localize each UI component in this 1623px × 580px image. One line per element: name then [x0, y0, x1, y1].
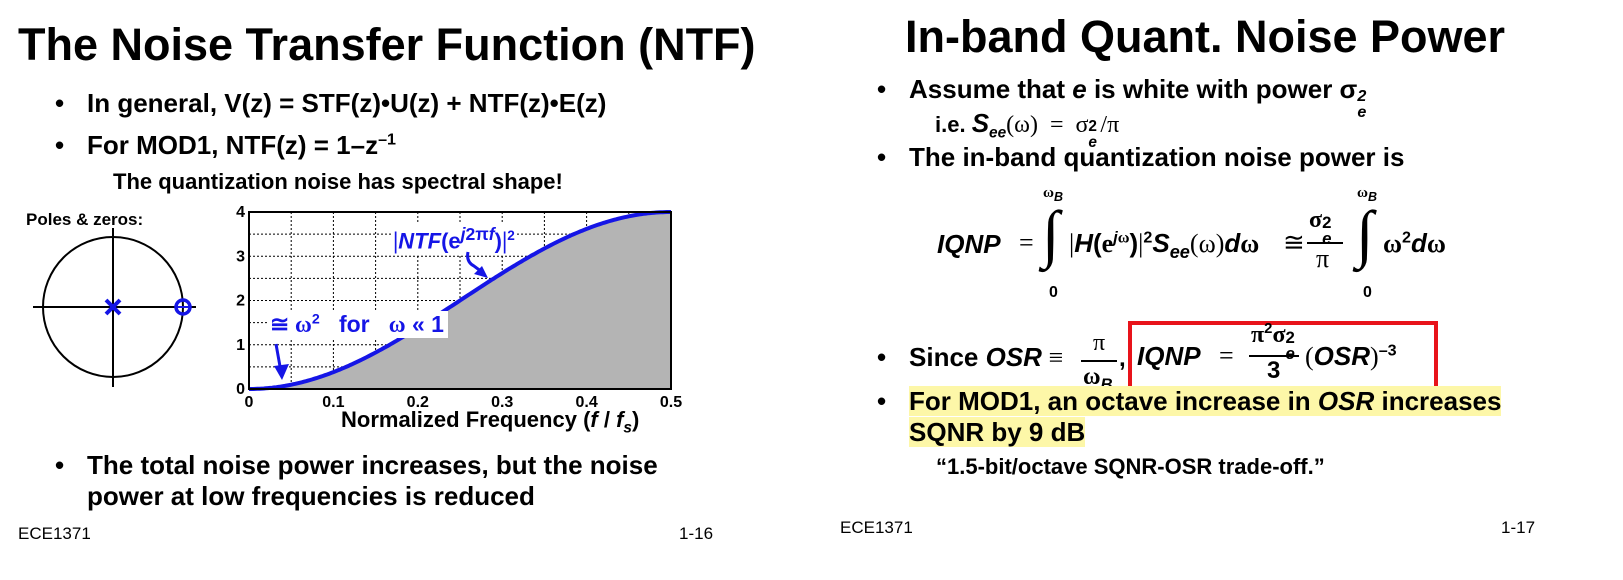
right-footer-page: 1-17: [1501, 518, 1536, 537]
right-bullet-4: • For MOD1, an octave increase in OSR in…: [877, 386, 1502, 447]
plot-frame: [248, 211, 672, 390]
left-bullet-2: • For MOD1, NTF(z) = 1–z–1: [55, 130, 396, 161]
bullet-dot: •: [55, 450, 65, 480]
left-subline: The quantization noise has spectral shap…: [113, 169, 563, 194]
ntf-curve: [249, 210, 671, 391]
bullet-dot: •: [877, 74, 887, 104]
bullet-dot: •: [877, 386, 887, 416]
y-tick-label: 2: [236, 293, 245, 310]
right-bullet-4-line-1: For MOD1, an octave increase in OSR incr…: [909, 386, 1502, 416]
right-bullet-1-e: e: [1072, 74, 1087, 104]
right-bullet-1-prefix: Assume that: [909, 74, 1073, 104]
x-tick-label: 0.4: [575, 394, 597, 411]
left-bullet-2-text: For MOD1, NTF(z) = 1–z: [87, 130, 379, 160]
x-tick-label: 0.1: [322, 394, 344, 411]
x-tick-label: 0.3: [491, 394, 513, 411]
ntf-chart: 0 0.1 0.2 0.3 0.4 0.5 0 1 2 3 4: [236, 205, 682, 411]
since-osr: OSR: [985, 342, 1042, 372]
chart-xlabel: Normalized Frequency (f / fs): [341, 407, 640, 437]
left-bottom-bullet-line-1: The total noise power increases, but the…: [87, 450, 658, 480]
iqnp-result: IQNP = π2σ 2 e 3 (OSR)–3: [1137, 321, 1397, 384]
bullet-dot: •: [877, 142, 887, 172]
zero-marker: [174, 298, 192, 316]
left-bottom-bullet: • The total noise power increases, but t…: [55, 450, 658, 511]
ntf-label-arrow: [466, 251, 488, 278]
pole-zero-plot: [33, 228, 196, 387]
y-tick-label: 0: [236, 381, 245, 398]
right-bullet-2-text: The in-band quantization noise power is: [909, 142, 1405, 172]
poles-zeros-label: Poles & zeros:: [26, 210, 144, 229]
left-footer-course: ECE1371: [18, 524, 91, 543]
left-footer-page: 1-16: [679, 524, 714, 543]
right-bullet-2: • The in-band quantization noise power i…: [877, 142, 1405, 173]
left-slide-title: The Noise Transfer Function (NTF): [18, 19, 756, 70]
approx-arrow: [274, 343, 289, 380]
pole-marker: [104, 298, 122, 316]
left-bullet-2-exponent: –1: [378, 130, 396, 149]
x-tick-label: 0: [245, 394, 254, 411]
y-tick-label: 1: [236, 337, 245, 354]
x-tick-label: 0.2: [407, 394, 429, 411]
x-tick-label: 0.5: [660, 394, 682, 411]
right-quote: “1.5-bit/octave SQNR-OSR trade-off.”: [936, 454, 1325, 479]
left-bullet-1-text: In general, V(z) = STF(z)•U(z) + NTF(z)•…: [87, 88, 607, 118]
since-text: Since: [909, 342, 986, 372]
y-tick-label: 4: [236, 205, 245, 221]
right-ie-prefix: i.e.: [935, 112, 972, 137]
bullet-dot: •: [877, 342, 887, 372]
right-ie-line: i.e. See(ω) = σ 2 e/π: [935, 108, 1120, 151]
approx-annotation: ≅ ω2 for ω « 1: [268, 311, 448, 338]
left-bottom-bullet-line-2: power at low frequencies is reduced: [87, 480, 535, 511]
y-tick-label: 3: [236, 248, 245, 265]
ntf-label: |NTF(ej2πf)|2: [393, 224, 515, 256]
right-slide-title: In-band Quant. Noise Power: [905, 11, 1506, 62]
bullet-dot: •: [55, 88, 65, 118]
right-footer-course: ECE1371: [840, 518, 913, 537]
bullet-dot: •: [55, 130, 65, 160]
right-bullet-1-suffix: is white with power σ: [1086, 74, 1358, 104]
left-bullet-1: • In general, V(z) = STF(z)•U(z) + NTF(z…: [55, 88, 607, 119]
right-bullet-4-line-2: SQNR by 9 dB: [909, 416, 1086, 447]
right-bullet-3: • Since OSR ≡: [877, 342, 1064, 372]
